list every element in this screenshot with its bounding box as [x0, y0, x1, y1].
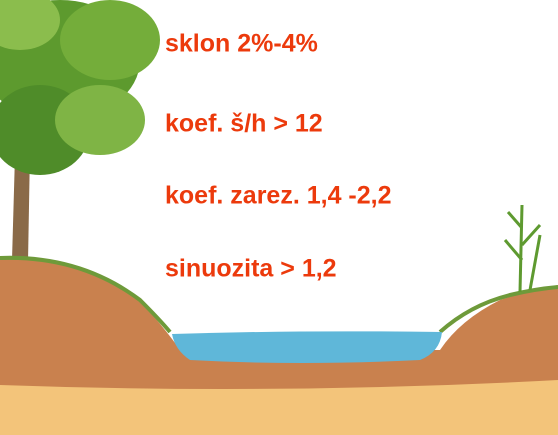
parameter-label: koef. zarez. 1,4 -2,2: [165, 182, 392, 210]
parameter-label: sklon 2%-4%: [165, 30, 318, 58]
parameter-label: sinuozita > 1,2: [165, 255, 337, 283]
illustration: sklon 2%-4% koef. š/h > 12 koef. zarez. 1,…: [0, 0, 558, 435]
water: [172, 331, 442, 363]
parameter-label: koef. š/h > 12: [165, 110, 323, 138]
